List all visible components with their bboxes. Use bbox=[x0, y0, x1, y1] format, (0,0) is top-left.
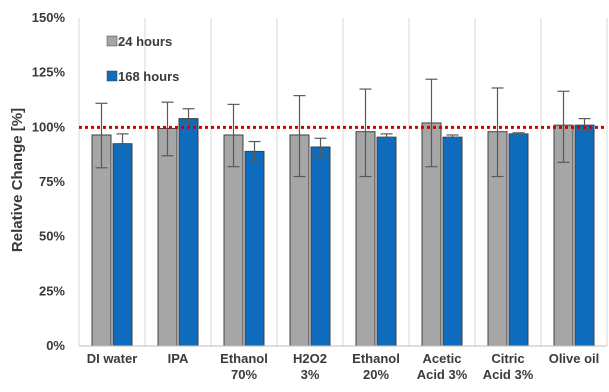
x-tick-label-line: Acetic bbox=[422, 351, 461, 366]
x-tick-label-line: 20% bbox=[363, 367, 389, 382]
legend-label: 24 hours bbox=[118, 34, 172, 49]
x-tick-label: Citric Acid 3% bbox=[483, 351, 534, 382]
x-tick-label: H2O2 3% bbox=[293, 351, 327, 382]
x-tick-label: IPA bbox=[168, 351, 189, 366]
bar bbox=[244, 150, 265, 347]
x-tick-label-line: Ethanol bbox=[220, 351, 268, 366]
y-tick-label: 75% bbox=[39, 174, 65, 189]
x-tick-label: DI water bbox=[87, 351, 138, 366]
x-tick-label-line: Citric bbox=[491, 351, 524, 366]
x-tick-label: Olive oil bbox=[549, 351, 600, 366]
x-tick-label-line: IPA bbox=[168, 351, 189, 366]
gridlines bbox=[78, 18, 608, 346]
legend-swatch bbox=[106, 70, 118, 82]
x-tick-label: Ethanol 70% bbox=[220, 351, 268, 382]
y-tick-label: 100% bbox=[32, 119, 66, 134]
legend-swatch bbox=[106, 35, 118, 47]
x-tick-label-line: Acid 3% bbox=[417, 367, 468, 382]
x-tick-label-line: 3% bbox=[301, 367, 320, 382]
x-tick-label-line: Ethanol bbox=[352, 351, 400, 366]
y-tick-label: 125% bbox=[32, 65, 66, 80]
y-tick-label: 0% bbox=[46, 338, 65, 353]
y-axis-title: Relative Change [%] bbox=[9, 108, 26, 252]
bar bbox=[508, 133, 529, 347]
bar bbox=[178, 118, 199, 347]
bar bbox=[574, 124, 595, 347]
bars bbox=[91, 118, 595, 347]
x-tick-label-line: Acid 3% bbox=[483, 367, 534, 382]
y-tick-label: 50% bbox=[39, 229, 65, 244]
x-tick-label: Ethanol 20% bbox=[352, 351, 400, 382]
x-tick-label-line: 70% bbox=[231, 367, 257, 382]
error-bars bbox=[95, 78, 591, 178]
x-tick-label-line: H2O2 bbox=[293, 351, 327, 366]
legend-label: 168 hours bbox=[118, 69, 179, 84]
axes: 0% 25% 50% 75% 100% 125% 150% DI water IPA Ethano… bbox=[32, 10, 607, 382]
y-tick-label: 150% bbox=[32, 10, 66, 25]
bar bbox=[112, 143, 133, 347]
bar bbox=[310, 146, 331, 347]
x-tick-label-line: DI water bbox=[87, 351, 138, 366]
bar bbox=[376, 136, 397, 347]
x-tick-label-line: Olive oil bbox=[549, 351, 600, 366]
y-tick-label: 25% bbox=[39, 283, 65, 298]
bar bbox=[157, 127, 178, 347]
bar bbox=[442, 136, 463, 347]
legend: 24 hours 168 hours bbox=[106, 34, 179, 84]
x-tick-label: Acetic Acid 3% bbox=[417, 351, 468, 382]
